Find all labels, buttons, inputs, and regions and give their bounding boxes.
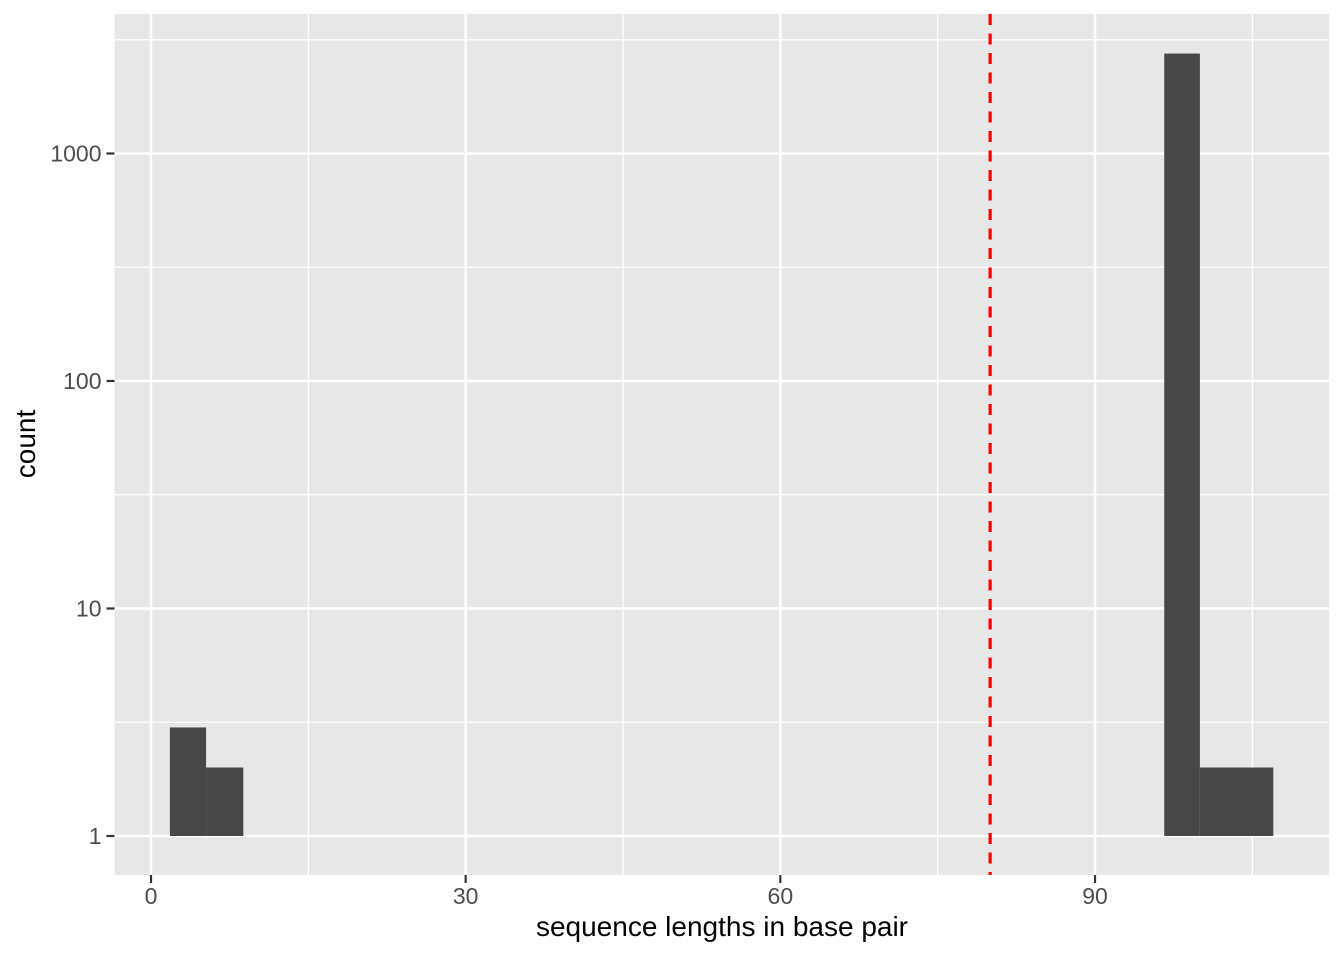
x-tick-label: 60	[768, 883, 794, 909]
histogram-bars	[169, 53, 1274, 836]
y-axis-tick-labels: 1 10 100 1000	[50, 141, 101, 850]
x-tick-label: 0	[145, 883, 158, 909]
histogram-bar	[206, 767, 244, 836]
histogram-bar	[1164, 53, 1200, 836]
x-axis-title: sequence lengths in base pair	[535, 911, 909, 942]
x-tick-label: 90	[1082, 883, 1108, 909]
y-tick-label: 1000	[50, 141, 101, 167]
y-axis-title: count	[10, 409, 41, 479]
minor-gridlines	[114, 14, 1329, 875]
x-axis-tick-labels: 0 30 60 90	[145, 883, 1108, 909]
major-gridlines	[114, 14, 1329, 875]
histogram-bar	[1199, 767, 1274, 836]
histogram-bar	[169, 727, 207, 836]
y-tick-label: 100	[63, 368, 101, 394]
axis-tick-marks	[106, 152, 1097, 883]
y-tick-label: 10	[76, 596, 102, 622]
x-tick-label: 30	[453, 883, 479, 909]
plot-panel	[114, 14, 1329, 875]
y-tick-label: 1	[89, 823, 102, 849]
